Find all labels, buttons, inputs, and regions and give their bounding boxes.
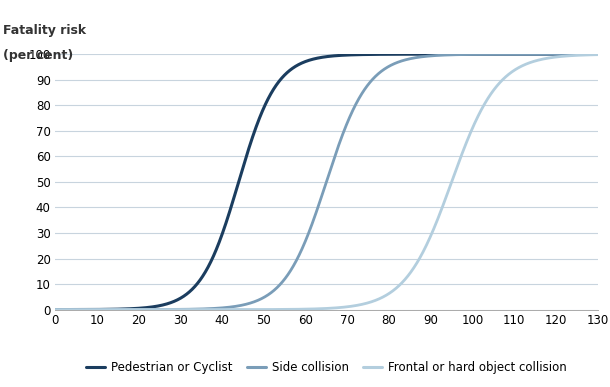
Frontal or hard object collision [479,106,486,110]
Line: Side collision: Side collision [55,54,598,310]
Pedestrian or Cyclist [594,52,601,57]
Frontal or hard object collision [578,53,586,57]
Pedestrian or Cyclist [479,52,486,57]
Frontal or hard object collision [51,307,59,312]
Side collision [301,241,308,246]
Frontal or hard object collision [79,307,86,312]
Side collision [79,307,86,312]
Frontal or hard object collision [301,307,308,312]
Side collision [578,52,586,57]
Pedestrian or Cyclist [51,307,59,312]
Frontal or hard object collision [594,52,601,57]
Side collision [315,202,323,207]
Pedestrian or Cyclist [79,307,86,312]
Side collision [578,52,586,57]
Side collision [594,52,601,57]
Pedestrian or Cyclist [301,60,308,64]
Frontal or hard object collision [578,53,586,57]
Side collision [479,52,486,57]
Line: Frontal or hard object collision: Frontal or hard object collision [55,55,598,310]
Side collision [51,307,59,312]
Legend: Pedestrian or Cyclist, Side collision, Frontal or hard object collision: Pedestrian or Cyclist, Side collision, F… [82,356,571,379]
Text: Fatality risk: Fatality risk [3,24,87,36]
Text: (per cent): (per cent) [3,49,74,62]
Pedestrian or Cyclist [315,55,323,60]
Line: Pedestrian or Cyclist: Pedestrian or Cyclist [55,54,598,310]
Pedestrian or Cyclist [578,52,586,57]
Pedestrian or Cyclist [578,52,586,57]
Frontal or hard object collision [315,307,323,311]
